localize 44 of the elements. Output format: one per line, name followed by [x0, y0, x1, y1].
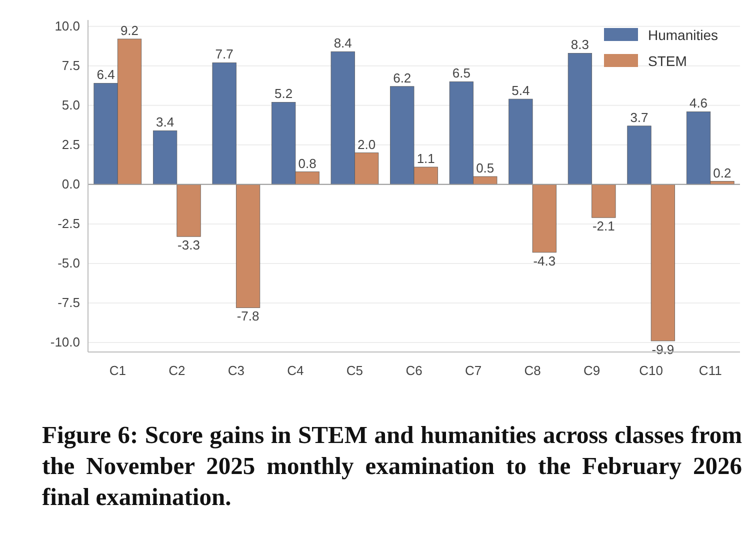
y-tick-label: 10.0 — [54, 18, 80, 34]
data-label: 7.7 — [215, 46, 234, 62]
y-tick-label: -10.0 — [50, 334, 80, 350]
data-label: 1.1 — [416, 151, 435, 166]
y-tick-label: -7.5 — [58, 295, 80, 310]
data-label: 6.5 — [452, 66, 470, 81]
x-tick-label: C7 — [464, 363, 482, 378]
y-tick-label: -2.5 — [58, 216, 80, 232]
data-label: 8.3 — [570, 37, 590, 52]
data-label: 2.0 — [358, 136, 376, 152]
x-tick-label: C9 — [584, 363, 600, 378]
data-label: -7.8 — [236, 308, 260, 324]
x-tick-label: C8 — [524, 363, 541, 378]
y-tick-label: -5.0 — [58, 256, 80, 271]
data-label: 5.4 — [512, 83, 530, 98]
x-tick-label: C6 — [406, 363, 422, 378]
data-label: 6.2 — [393, 70, 412, 86]
legend-label: Humanities — [648, 27, 718, 43]
data-label: 0.8 — [298, 156, 316, 171]
x-tick-label: C11 — [698, 363, 722, 378]
data-label: -2.1 — [592, 218, 615, 234]
data-label: 9.2 — [120, 22, 139, 38]
x-tick-label: C2 — [168, 363, 186, 378]
data-label: 3.4 — [156, 114, 174, 130]
y-tick-label: 5.0 — [62, 98, 80, 113]
data-label: 8.4 — [334, 36, 352, 51]
y-tick-label: 0.0 — [62, 176, 80, 192]
x-tick-label: C1 — [109, 363, 126, 378]
data-label: -4.3 — [533, 253, 556, 268]
data-label: 4.6 — [689, 96, 708, 111]
data-label: 0.2 — [713, 165, 732, 180]
y-tick-label: 2.5 — [62, 137, 80, 152]
y-tick-label: 7.5 — [62, 58, 80, 74]
x-tick-label: C3 — [228, 363, 244, 378]
data-label: 5.2 — [274, 86, 293, 102]
caption: Figure 6: Score gains in STEM and humanities across classes from the November 2025 monthly examination to the February 2026 final examination. — [42, 421, 742, 513]
data-label: -3.3 — [178, 238, 200, 253]
x-tick-label: C4 — [287, 363, 304, 378]
legend-label: STEM — [648, 53, 687, 69]
x-tick-label: C10 — [639, 363, 664, 378]
data-label: 0.5 — [476, 160, 494, 176]
data-label: 3.7 — [630, 110, 648, 125]
x-tick-label: C5 — [346, 363, 364, 378]
data-label: 6.4 — [96, 67, 115, 82]
